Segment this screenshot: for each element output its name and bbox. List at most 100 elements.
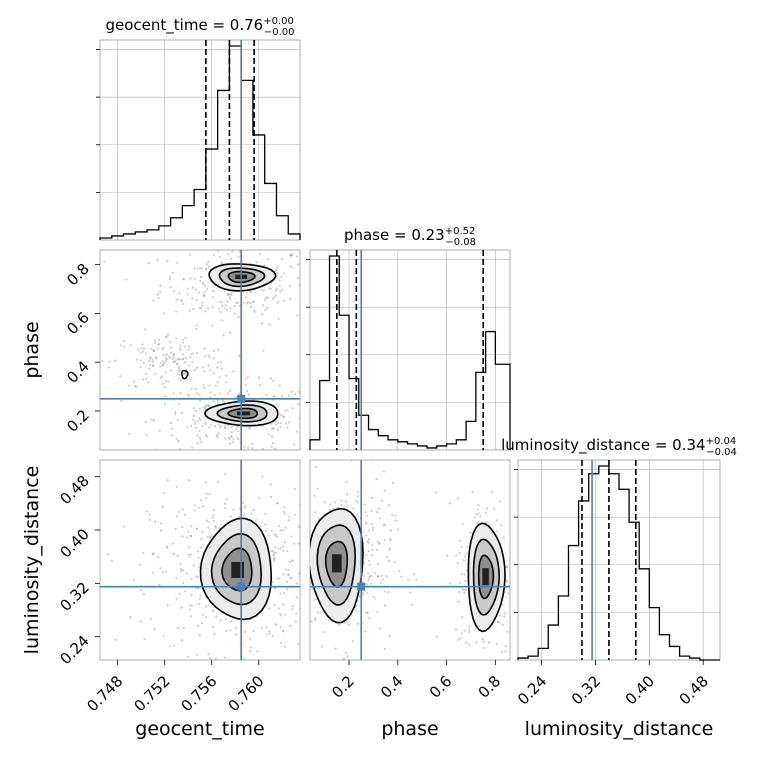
sample-point bbox=[168, 278, 171, 281]
sample-point bbox=[152, 419, 155, 423]
sample-point bbox=[381, 578, 384, 581]
sample-point bbox=[232, 508, 235, 511]
sample-point bbox=[129, 344, 132, 347]
sample-point bbox=[311, 588, 314, 591]
truth-marker bbox=[357, 582, 366, 591]
sample-point bbox=[507, 592, 510, 595]
sample-point bbox=[268, 287, 271, 290]
sample-point bbox=[287, 573, 290, 576]
sample-point bbox=[181, 300, 184, 303]
sample-point bbox=[189, 353, 192, 356]
sample-point bbox=[334, 501, 337, 504]
sample-point bbox=[166, 545, 169, 548]
sample-point bbox=[377, 507, 380, 510]
sample-point bbox=[165, 352, 169, 356]
y-tick-label: 0.24 bbox=[56, 632, 92, 668]
sample-point bbox=[198, 399, 202, 402]
sample-point bbox=[175, 597, 178, 600]
sample-point bbox=[368, 559, 371, 563]
sample-point bbox=[315, 598, 318, 601]
sample-point bbox=[365, 522, 368, 525]
sample-point bbox=[198, 429, 201, 433]
panel-title-geocent_time: geocent_time = 0.76+0.00 −0.00 bbox=[106, 16, 295, 38]
sample-point bbox=[280, 275, 283, 278]
sample-point bbox=[166, 604, 169, 607]
sample-point bbox=[262, 304, 265, 307]
sample-point bbox=[204, 310, 207, 313]
sample-point bbox=[286, 409, 289, 412]
sample-point bbox=[265, 626, 268, 629]
sample-point bbox=[364, 521, 367, 524]
sample-point bbox=[204, 605, 208, 608]
sample-point bbox=[477, 671, 479, 673]
contour-line bbox=[324, 540, 349, 588]
sample-point bbox=[216, 436, 219, 439]
sample-point bbox=[391, 481, 395, 484]
sample-point bbox=[252, 508, 255, 512]
sample-point bbox=[272, 634, 275, 638]
sample-point bbox=[203, 284, 207, 287]
sample-point bbox=[187, 364, 190, 367]
sample-point bbox=[161, 348, 164, 351]
sample-point bbox=[189, 553, 192, 556]
sample-point bbox=[187, 479, 191, 482]
sample-point bbox=[272, 549, 275, 552]
sample-point bbox=[500, 524, 503, 527]
sample-point bbox=[168, 645, 172, 648]
sample-point bbox=[367, 538, 371, 541]
sample-point bbox=[282, 629, 285, 632]
sample-point bbox=[198, 306, 201, 309]
sample-point bbox=[256, 650, 259, 653]
sample-point bbox=[385, 555, 389, 558]
contour-line bbox=[316, 524, 357, 606]
sample-point bbox=[107, 553, 110, 556]
sample-point bbox=[204, 403, 207, 407]
sample-point bbox=[365, 583, 369, 586]
sample-point bbox=[261, 626, 264, 629]
sample-point bbox=[393, 561, 396, 564]
sample-point bbox=[200, 304, 204, 307]
sample-point bbox=[180, 639, 184, 642]
sample-point bbox=[192, 418, 195, 421]
sample-point bbox=[231, 250, 234, 253]
sample-point bbox=[215, 433, 218, 437]
truth-marker bbox=[237, 394, 246, 403]
sample-point bbox=[160, 375, 164, 378]
sample-point bbox=[276, 302, 279, 305]
sample-point bbox=[194, 288, 197, 291]
sample-point bbox=[132, 578, 136, 581]
sample-point bbox=[237, 255, 240, 258]
sample-point bbox=[172, 360, 175, 363]
sample-point bbox=[376, 540, 379, 543]
sample-point bbox=[459, 637, 462, 640]
sample-point bbox=[295, 314, 299, 317]
sample-point bbox=[190, 424, 193, 427]
sample-point bbox=[217, 480, 220, 483]
sample-point bbox=[145, 510, 149, 513]
sample-point bbox=[217, 348, 220, 351]
sample-point bbox=[298, 390, 300, 393]
sample-point bbox=[190, 378, 193, 381]
sample-point bbox=[282, 510, 285, 513]
sample-point bbox=[266, 306, 269, 309]
sample-point bbox=[398, 570, 401, 573]
sample-point bbox=[481, 637, 484, 641]
sample-point bbox=[294, 620, 298, 623]
sample-point bbox=[183, 278, 186, 281]
sample-point bbox=[387, 504, 391, 507]
sample-point bbox=[243, 506, 247, 509]
sample-point bbox=[370, 662, 372, 664]
sample-point bbox=[190, 578, 193, 581]
sample-point bbox=[348, 623, 351, 626]
sample-point bbox=[184, 336, 187, 340]
sample-point bbox=[313, 598, 316, 602]
sample-point bbox=[207, 526, 210, 529]
sample-point bbox=[168, 453, 170, 455]
x-tick-label: 0.748 bbox=[83, 672, 126, 715]
sample-point bbox=[203, 294, 206, 297]
sample-point bbox=[287, 573, 290, 576]
sample-point bbox=[172, 355, 175, 359]
sample-point bbox=[217, 432, 221, 435]
sample-point bbox=[188, 604, 191, 607]
sample-point bbox=[468, 628, 471, 631]
